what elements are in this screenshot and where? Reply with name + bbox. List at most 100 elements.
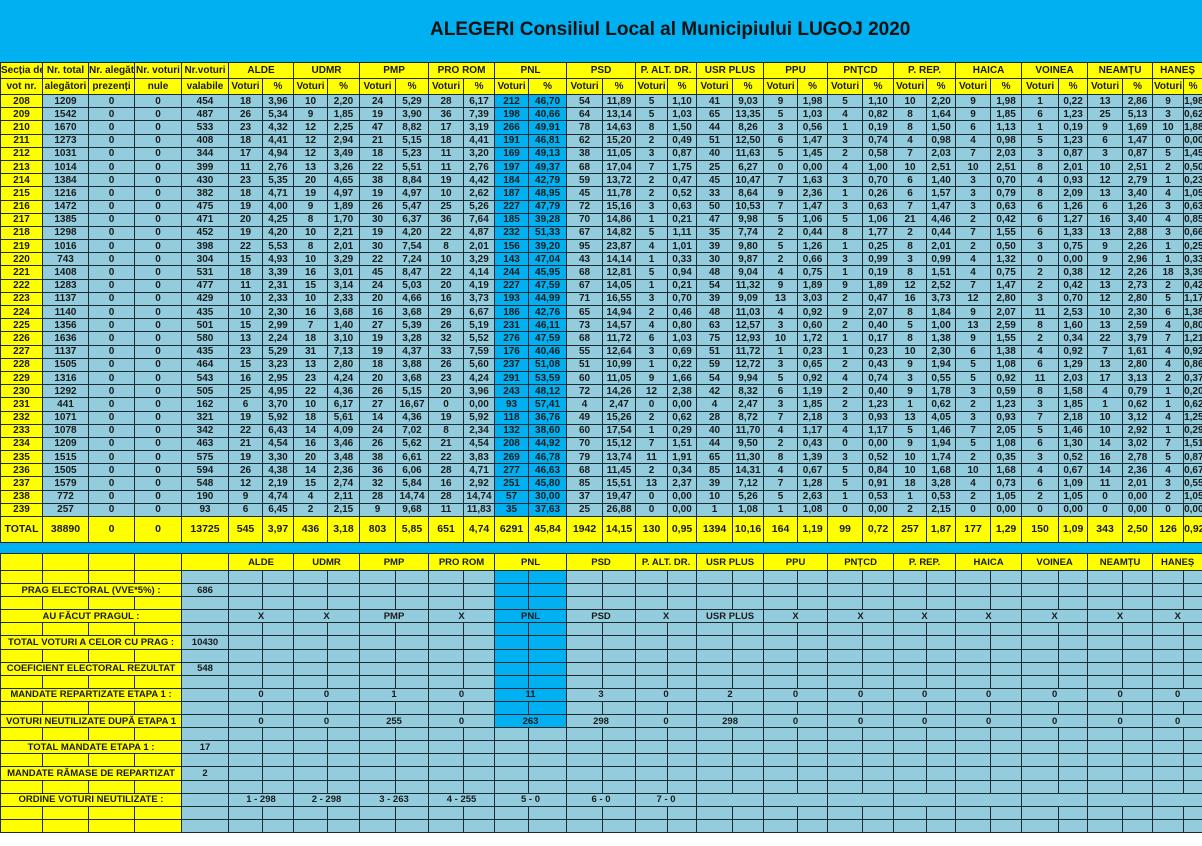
table-cell[interactable]: 47 bbox=[359, 120, 397, 135]
blank-cell[interactable] bbox=[462, 661, 496, 676]
party-header[interactable]: ALDE bbox=[227, 62, 295, 79]
table-cell[interactable]: 16 bbox=[1087, 450, 1124, 465]
table-cell[interactable]: 0,92 bbox=[990, 370, 1023, 386]
table-cell[interactable]: 13 bbox=[1087, 93, 1124, 109]
blank-cell[interactable] bbox=[862, 779, 895, 794]
party-value[interactable]: 0 bbox=[228, 687, 294, 702]
table-cell[interactable]: 0 bbox=[88, 489, 135, 504]
table-cell[interactable]: 4,41 bbox=[261, 133, 295, 148]
blank-cell[interactable] bbox=[827, 727, 864, 742]
summary-label[interactable]: MANDATE RĂMASE DE REPARTIZAT bbox=[0, 766, 182, 781]
table-cell[interactable]: 342 bbox=[181, 423, 229, 438]
table-cell[interactable]: 1 bbox=[1152, 173, 1185, 188]
party-value[interactable] bbox=[1021, 792, 1089, 807]
table-cell[interactable]: 0,70 bbox=[667, 291, 698, 307]
table-cell[interactable]: 1,46 bbox=[1058, 423, 1089, 438]
table-cell[interactable]: 3 bbox=[1021, 239, 1060, 254]
blank-cell[interactable] bbox=[990, 779, 1023, 794]
percent-header[interactable]: % bbox=[395, 78, 430, 95]
table-cell[interactable]: 1,46 bbox=[926, 423, 957, 438]
blank-cell[interactable] bbox=[359, 727, 396, 742]
section-number[interactable]: 220 bbox=[0, 252, 43, 267]
blank-cell[interactable] bbox=[1087, 753, 1124, 768]
blank-cell[interactable] bbox=[763, 779, 799, 794]
table-cell[interactable]: 435 bbox=[181, 344, 229, 359]
party-value[interactable]: X bbox=[1021, 609, 1089, 624]
table-cell[interactable]: 5,61 bbox=[327, 410, 361, 425]
table-cell[interactable]: 1,28 bbox=[797, 476, 829, 491]
table-cell[interactable]: 46,63 bbox=[528, 463, 568, 478]
table-cell[interactable]: 1,51 bbox=[1183, 436, 1202, 452]
table-cell[interactable]: 0 bbox=[88, 120, 135, 135]
blank-cell[interactable] bbox=[667, 648, 698, 663]
table-cell[interactable]: 3,12 bbox=[1122, 410, 1154, 425]
table-cell[interactable]: 49 bbox=[566, 410, 604, 425]
table-cell[interactable]: 44,99 bbox=[528, 291, 568, 307]
blank-cell[interactable] bbox=[667, 818, 698, 833]
table-cell[interactable]: 0,87 bbox=[1122, 146, 1154, 161]
table-cell[interactable]: 0,00 bbox=[667, 489, 698, 504]
blank-cell[interactable] bbox=[395, 661, 429, 676]
blank-cell[interactable] bbox=[359, 569, 396, 585]
blank-cell[interactable] bbox=[1183, 805, 1202, 820]
table-cell[interactable]: 1,32 bbox=[990, 252, 1023, 267]
table-cell[interactable]: 0,44 bbox=[797, 225, 829, 241]
table-cell[interactable]: 10 bbox=[696, 489, 734, 504]
blank-cell[interactable] bbox=[0, 805, 43, 820]
table-cell[interactable]: 0,00 bbox=[1183, 502, 1202, 518]
table-cell[interactable]: 9,94 bbox=[732, 370, 765, 386]
table-cell[interactable]: 10 bbox=[293, 397, 329, 412]
blank-cell[interactable] bbox=[990, 635, 1023, 650]
table-cell[interactable]: 2 bbox=[827, 357, 864, 372]
table-cell[interactable]: 198 bbox=[494, 107, 530, 122]
table-cell[interactable]: 1,47 bbox=[1122, 133, 1154, 148]
table-cell[interactable]: 4 bbox=[1152, 463, 1185, 478]
table-cell[interactable]: 0 bbox=[134, 410, 182, 425]
table-cell[interactable]: 7,59 bbox=[463, 344, 496, 359]
blank-cell[interactable] bbox=[696, 635, 734, 650]
table-cell[interactable]: 9 bbox=[293, 107, 329, 122]
blank-cell[interactable] bbox=[1152, 674, 1185, 689]
table-cell[interactable]: 0 bbox=[134, 278, 182, 293]
table-cell[interactable]: 12,57 bbox=[732, 318, 765, 333]
blank-cell[interactable] bbox=[395, 766, 429, 781]
votes-header[interactable]: Voturi bbox=[494, 78, 530, 95]
blank-cell[interactable] bbox=[395, 818, 429, 833]
table-cell[interactable]: 3 bbox=[1152, 225, 1185, 241]
table-cell[interactable]: 2,01 bbox=[327, 239, 361, 254]
table-cell[interactable]: 0,42 bbox=[1183, 278, 1202, 293]
table-cell[interactable]: 4 bbox=[696, 397, 734, 412]
blank-cell[interactable] bbox=[732, 727, 765, 742]
table-cell[interactable]: 26 bbox=[359, 436, 397, 452]
table-cell[interactable]: 1,11 bbox=[667, 225, 698, 241]
table-cell[interactable]: 10 bbox=[1087, 423, 1124, 438]
blank-cell[interactable] bbox=[528, 766, 568, 781]
blank-cell[interactable] bbox=[955, 648, 992, 663]
blank-cell[interactable] bbox=[262, 753, 294, 768]
blank-cell[interactable] bbox=[1087, 635, 1124, 650]
table-cell[interactable]: 8 bbox=[1021, 384, 1060, 399]
percent-header[interactable]: % bbox=[926, 78, 957, 95]
party-value[interactable]: 0 bbox=[1021, 687, 1089, 702]
table-cell[interactable]: 0,92 bbox=[1058, 344, 1089, 359]
table-cell[interactable]: 1,33 bbox=[1058, 225, 1089, 241]
table-cell[interactable]: 7,12 bbox=[732, 476, 765, 491]
table-cell[interactable]: 9 bbox=[955, 304, 992, 320]
blank-cell[interactable] bbox=[827, 740, 864, 755]
table-cell[interactable]: 0 bbox=[635, 489, 669, 504]
blank-cell[interactable] bbox=[134, 553, 182, 571]
table-cell[interactable]: 7,02 bbox=[395, 423, 430, 438]
table-cell[interactable]: 0 bbox=[88, 146, 135, 161]
table-cell[interactable]: 0,00 bbox=[1058, 252, 1089, 267]
percent-header[interactable]: % bbox=[463, 78, 496, 95]
table-cell[interactable]: 14,82 bbox=[602, 225, 637, 241]
table-cell[interactable]: 17,54 bbox=[602, 423, 637, 438]
table-cell[interactable]: 0,79 bbox=[1122, 384, 1154, 399]
blank-cell[interactable] bbox=[1021, 648, 1060, 663]
table-cell[interactable]: 75 bbox=[696, 331, 734, 346]
table-cell[interactable]: 5 bbox=[635, 107, 669, 122]
blank-cell[interactable] bbox=[1122, 661, 1154, 676]
table-cell[interactable]: 28 bbox=[359, 489, 397, 504]
blank-cell[interactable] bbox=[327, 727, 360, 742]
blank-cell[interactable] bbox=[732, 635, 765, 650]
